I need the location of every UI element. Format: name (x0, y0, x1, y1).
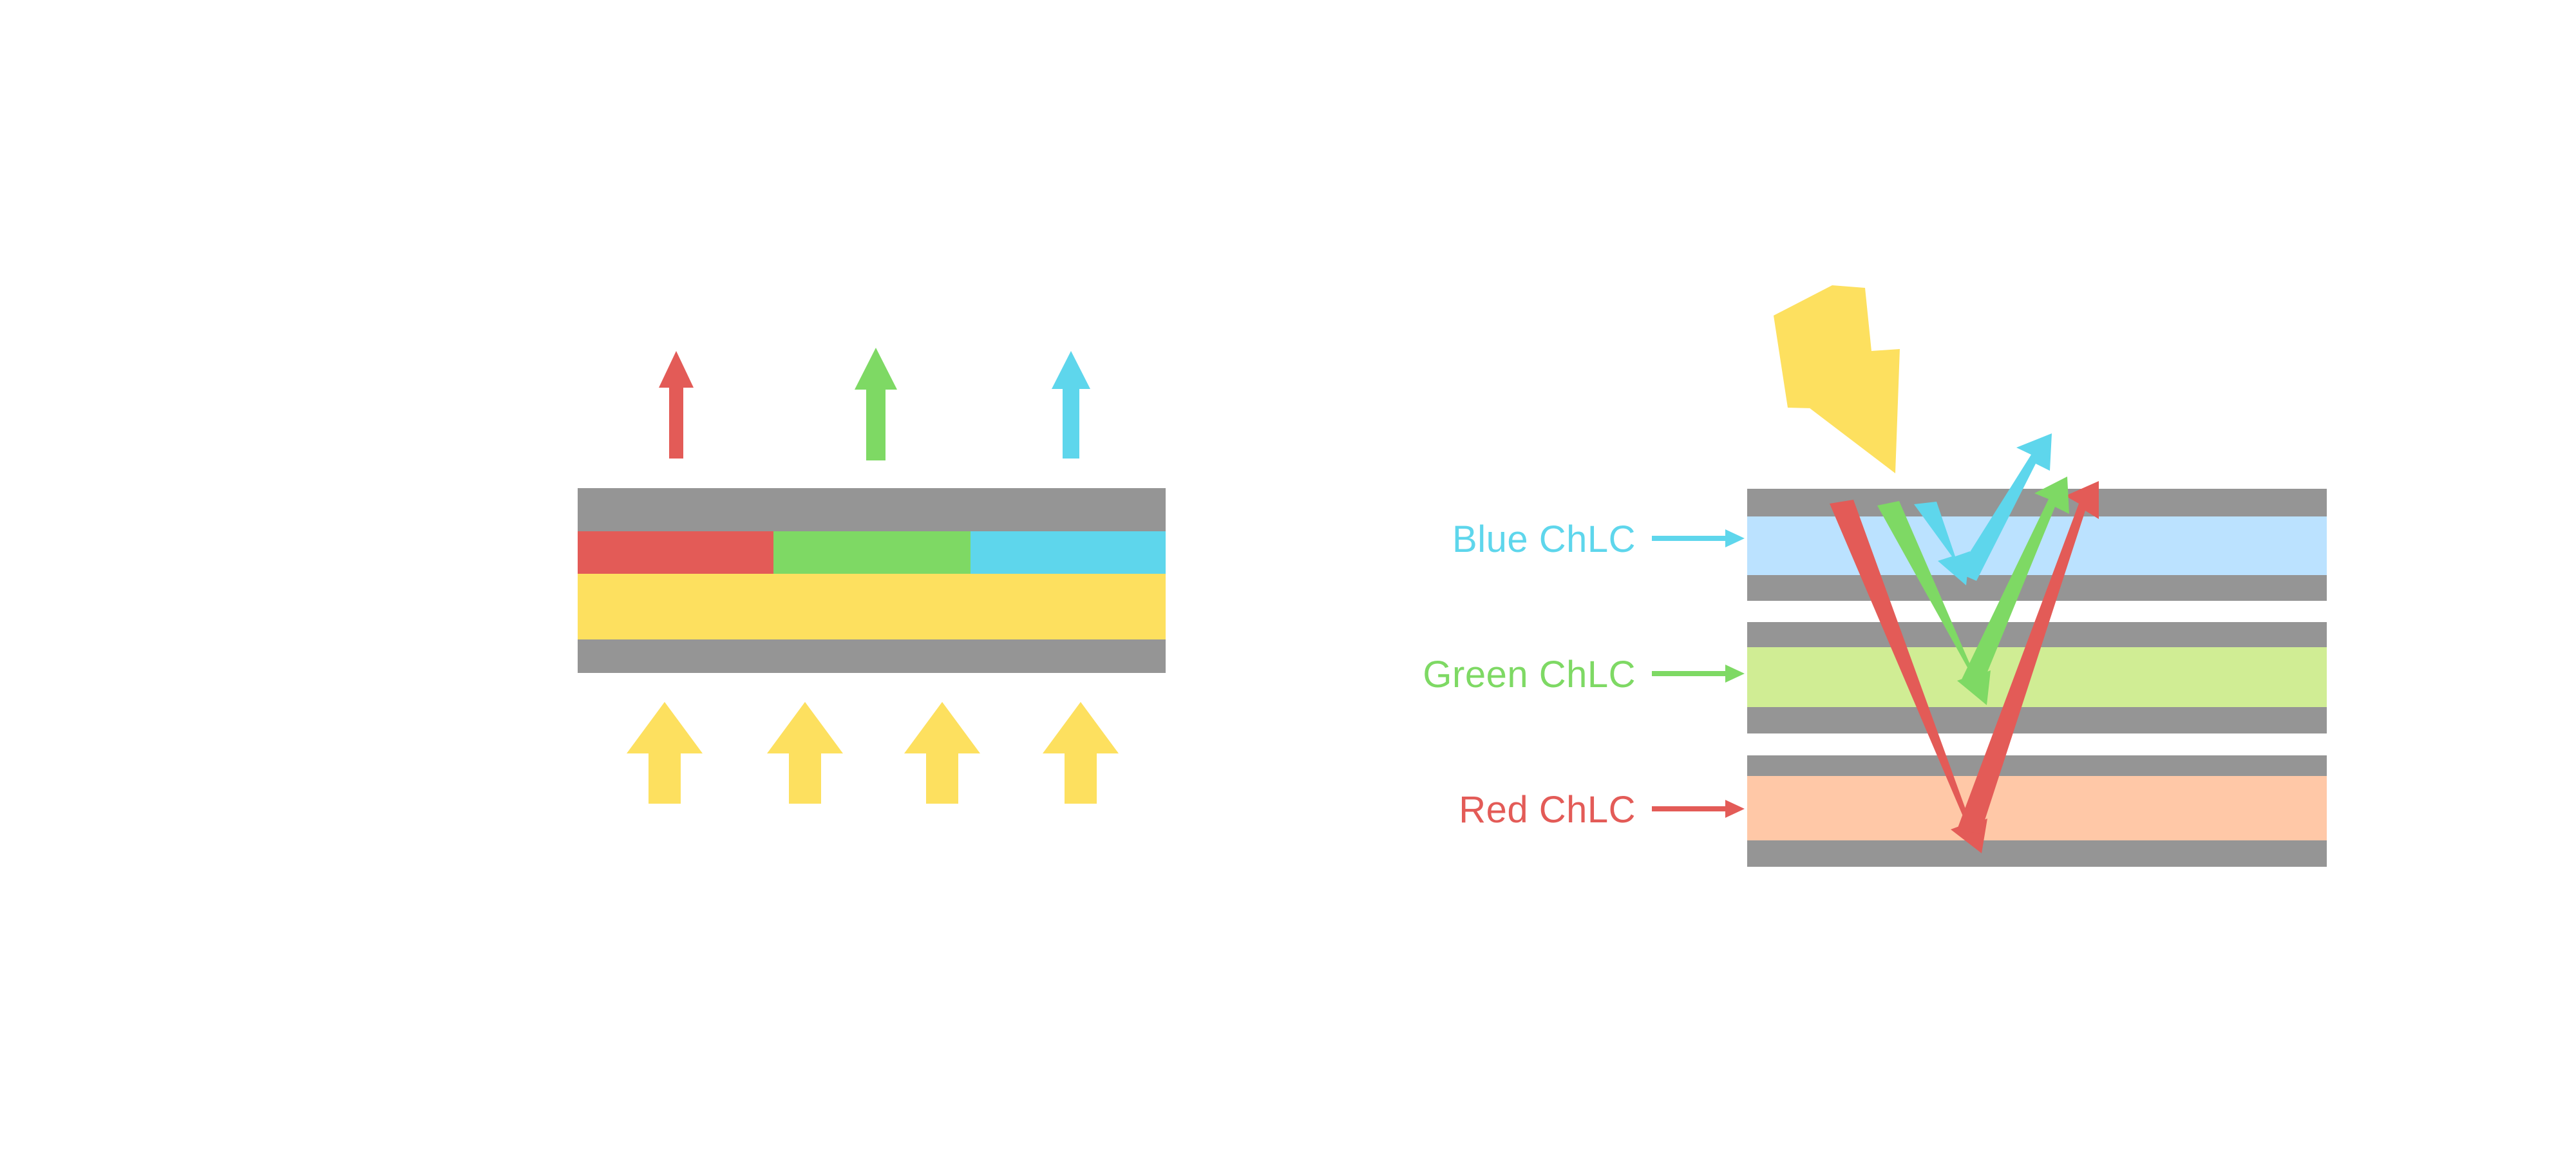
emitted-blue-arrow (1052, 351, 1090, 459)
red-chlc-layer (1747, 776, 2327, 840)
red-label-pointer-arrow (1652, 800, 1745, 818)
red-filter-segment (578, 531, 773, 574)
red-cell-bottom-electrode (1747, 840, 2327, 867)
incident-ambient-light-arrow (1774, 285, 1900, 473)
top-gray-electrode (578, 488, 1166, 531)
emitted-green-arrow (855, 348, 897, 460)
blue-incoming-ray (1914, 502, 1970, 585)
yellow-backlight-layer (578, 574, 1166, 639)
label-blue-chlc: Blue ChLC (1452, 518, 1636, 560)
green-label-pointer-arrow (1652, 665, 1745, 683)
red-reflected-ray (1957, 481, 2099, 834)
left-layer-stack (578, 488, 1166, 673)
emitted-red-arrow (659, 351, 694, 459)
backlight-arrow-1 (627, 702, 703, 804)
blue-ray-group (1914, 433, 2052, 585)
blue-label-pointer-arrow (1652, 529, 1745, 547)
green-ray-group (1877, 477, 2069, 705)
red-incoming-ray (1830, 500, 1987, 853)
red-cell-top-electrode (1747, 755, 2327, 776)
backlight-arrow-group (627, 702, 1119, 804)
label-pointer-arrow-group (1652, 529, 1745, 818)
green-incoming-ray (1877, 501, 1991, 705)
blue-cell-bottom-electrode (1747, 575, 2327, 601)
label-green-chlc: Green ChLC (1423, 654, 1636, 695)
red-ray-group (1830, 481, 2099, 853)
backlight-arrow-3 (904, 702, 980, 804)
emitted-light-arrow-group (659, 348, 1090, 460)
blue-filter-segment (971, 531, 1166, 574)
green-filter-segment (773, 531, 971, 574)
backlight-arrow-4 (1043, 702, 1119, 804)
bottom-gray-electrode (578, 639, 1166, 673)
blue-reflected-ray (1957, 433, 2052, 581)
backlight-arrow-2 (767, 702, 843, 804)
label-red-chlc: Red ChLC (1459, 789, 1636, 831)
green-reflected-ray (1962, 477, 2069, 685)
green-cell-bottom-electrode (1747, 707, 2327, 733)
